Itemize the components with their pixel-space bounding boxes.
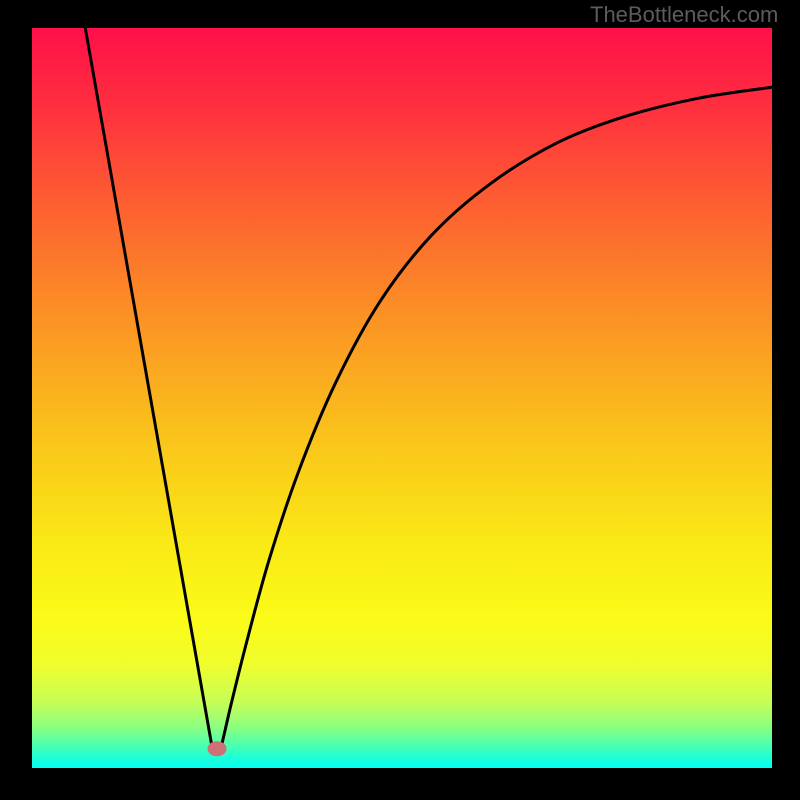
plot-background xyxy=(32,28,772,768)
bottleneck-chart xyxy=(0,0,800,800)
optimal-point-marker xyxy=(208,742,226,756)
watermark-text: TheBottleneck.com xyxy=(590,2,778,28)
